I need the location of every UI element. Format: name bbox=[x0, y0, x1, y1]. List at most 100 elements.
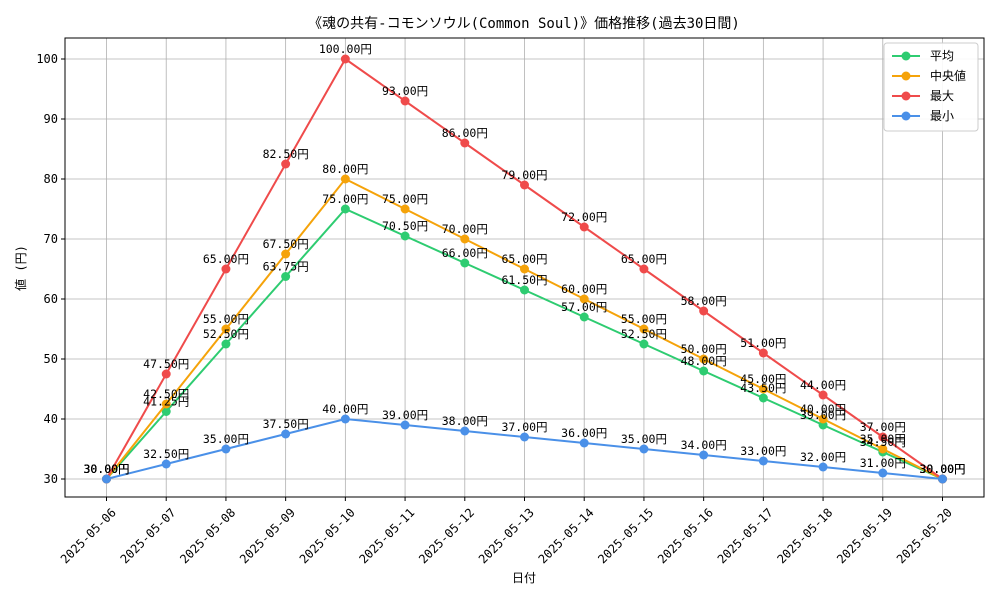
data-point-2 bbox=[520, 180, 529, 190]
data-label-0: 30.00円 bbox=[919, 462, 965, 476]
data-label-2: 82.50円 bbox=[263, 147, 309, 161]
data-label-1: 75.00円 bbox=[382, 192, 428, 206]
data-label-1: 30.00円 bbox=[919, 462, 965, 476]
x-tick-label: 2025-05-10 bbox=[297, 505, 358, 566]
data-point-3 bbox=[878, 468, 888, 478]
legend-marker-3 bbox=[901, 111, 911, 121]
data-point-0 bbox=[221, 339, 231, 349]
data-point-0 bbox=[520, 285, 529, 295]
data-label-2: 100.00円 bbox=[319, 42, 372, 56]
y-tick-label: 40 bbox=[44, 412, 58, 426]
data-point-3 bbox=[460, 426, 470, 436]
data-point-2 bbox=[758, 348, 768, 358]
data-point-1 bbox=[878, 444, 888, 454]
data-point-2 bbox=[340, 54, 350, 64]
data-point-1 bbox=[340, 174, 350, 184]
data-point-0 bbox=[699, 366, 709, 376]
y-tick-label: 100 bbox=[36, 52, 58, 66]
x-tick-label: 2025-05-07 bbox=[118, 505, 179, 566]
data-point-1 bbox=[639, 324, 649, 334]
data-point-3 bbox=[161, 459, 171, 469]
y-tick-label: 90 bbox=[44, 112, 58, 126]
x-tick-label: 2025-05-11 bbox=[356, 505, 417, 566]
legend-label-2: 最大 bbox=[930, 89, 954, 103]
data-point-3 bbox=[758, 456, 768, 466]
x-tick-label: 2025-05-16 bbox=[655, 505, 716, 566]
data-label-0: 52.50円 bbox=[621, 327, 667, 341]
data-label-0: 75.00円 bbox=[322, 192, 368, 206]
data-point-1 bbox=[221, 324, 231, 334]
data-point-1 bbox=[460, 234, 470, 244]
series-layer bbox=[102, 54, 947, 484]
y-tick-label: 80 bbox=[44, 172, 58, 186]
data-label-3: 30.00円 bbox=[919, 462, 965, 476]
legend-marker-2 bbox=[901, 91, 911, 101]
data-label-1: 45.00円 bbox=[740, 372, 786, 386]
data-label-0: 52.50円 bbox=[203, 327, 249, 341]
data-point-0 bbox=[579, 312, 589, 322]
data-label-2: 30.00円 bbox=[919, 462, 965, 476]
data-label-3: 30.00円 bbox=[83, 462, 129, 476]
data-point-3 bbox=[400, 420, 410, 430]
data-label-0: 57.00円 bbox=[561, 300, 607, 314]
data-point-3 bbox=[699, 450, 709, 460]
legend-marker-1 bbox=[901, 71, 911, 81]
data-point-1 bbox=[520, 264, 529, 274]
data-label-0: 34.50円 bbox=[860, 435, 906, 449]
data-label-0: 43.50円 bbox=[740, 381, 786, 395]
data-point-3 bbox=[281, 429, 291, 439]
data-point-1 bbox=[818, 414, 828, 424]
data-label-1: 60.00円 bbox=[561, 282, 607, 296]
data-label-3: 32.50円 bbox=[143, 447, 189, 461]
chart-title: 《魂の共有-コモンソウル(Common Soul)》価格推移(過去30日間) bbox=[308, 16, 740, 32]
data-label-0: 66.00円 bbox=[442, 246, 488, 260]
data-point-1 bbox=[400, 204, 410, 214]
data-label-0: 30.00円 bbox=[83, 462, 129, 476]
data-label-0: 61.50円 bbox=[501, 273, 547, 287]
data-label-2: 30.00円 bbox=[83, 462, 129, 476]
data-point-1 bbox=[758, 384, 768, 394]
data-label-1: 30.00円 bbox=[83, 462, 129, 476]
data-point-1 bbox=[281, 249, 291, 259]
x-tick-label: 2025-05-19 bbox=[834, 505, 895, 566]
data-point-1 bbox=[161, 399, 171, 409]
x-tick-label: 2025-05-12 bbox=[416, 505, 477, 566]
data-label-2: 65.00円 bbox=[203, 252, 249, 266]
data-label-3: 32.00円 bbox=[800, 450, 846, 464]
data-point-3 bbox=[579, 438, 589, 448]
data-point-1 bbox=[699, 354, 709, 364]
data-label-0: 70.50円 bbox=[382, 219, 428, 233]
x-tick-label: 2025-05-20 bbox=[894, 505, 955, 566]
data-point-0 bbox=[639, 339, 649, 349]
y-tick-label: 70 bbox=[44, 232, 58, 246]
x-tick-label: 2025-05-13 bbox=[476, 505, 537, 566]
data-point-2 bbox=[281, 159, 291, 169]
data-label-1: 70.00円 bbox=[442, 222, 488, 236]
data-point-3 bbox=[340, 414, 350, 424]
y-tick-label: 60 bbox=[44, 292, 58, 306]
data-point-3 bbox=[102, 474, 111, 484]
data-labels: 30.00円 41.25円 52.50円 63.75円 75.00円 70.50円 66.0… bbox=[83, 42, 965, 476]
data-label-2: 79.00円 bbox=[501, 168, 547, 182]
legend-label-0: 平均 bbox=[930, 49, 954, 63]
x-tick-label: 2025-05-06 bbox=[58, 505, 119, 566]
data-point-0 bbox=[758, 393, 768, 403]
legend-box bbox=[883, 42, 979, 132]
data-label-3: 35.00円 bbox=[621, 432, 667, 446]
grid bbox=[65, 38, 984, 497]
data-point-0 bbox=[400, 231, 410, 241]
data-label-2: 58.00円 bbox=[681, 294, 727, 308]
data-label-0: 41.25円 bbox=[143, 395, 189, 409]
data-label-3: 40.00円 bbox=[322, 402, 368, 416]
data-label-3: 38.00円 bbox=[442, 414, 488, 428]
data-point-2 bbox=[161, 369, 171, 379]
data-point-2 bbox=[818, 390, 828, 400]
data-point-2 bbox=[699, 306, 709, 316]
data-label-2: 44.00円 bbox=[800, 378, 846, 392]
axes: 2025-05-062025-05-072025-05-082025-05-09… bbox=[36, 52, 955, 566]
data-label-2: 47.50円 bbox=[143, 357, 189, 371]
x-tick-label: 2025-05-15 bbox=[595, 505, 656, 566]
data-label-3: 31.00円 bbox=[860, 456, 906, 470]
data-point-2 bbox=[460, 138, 470, 148]
